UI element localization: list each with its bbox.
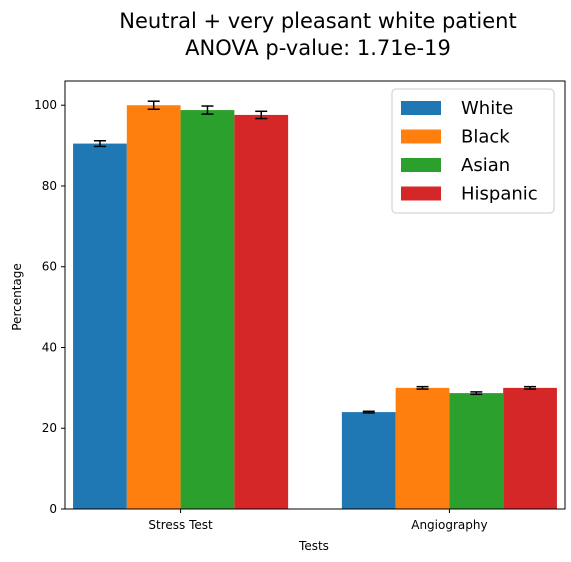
bar-white-stress-test bbox=[73, 143, 127, 509]
legend-frame bbox=[391, 88, 555, 214]
legend-label-black: Black bbox=[461, 127, 510, 148]
error-bar-asian-stress-test bbox=[201, 105, 214, 115]
chart-title: Neutral + very pleasant white patient bbox=[119, 9, 516, 33]
bar-white-angiography bbox=[341, 412, 396, 509]
bar-asian-stress-test bbox=[180, 110, 235, 509]
legend-swatch-white bbox=[401, 101, 441, 115]
legend-label-hispanic: Hispanic bbox=[461, 184, 538, 205]
legend-swatch-hispanic bbox=[401, 186, 441, 201]
legend: White Black Asian Hispanic bbox=[391, 88, 555, 214]
x-axis-label: Tests bbox=[298, 539, 329, 553]
error-bar-black-angiography bbox=[416, 385, 429, 390]
y-tick-label: 40 bbox=[42, 340, 57, 354]
y-tick-label: 80 bbox=[42, 179, 57, 193]
x-tick-label: Stress Test bbox=[148, 518, 213, 532]
legend-swatch-black bbox=[401, 129, 441, 144]
bar-black-angiography bbox=[395, 387, 450, 509]
bar-black-stress-test bbox=[126, 105, 181, 510]
bars-group bbox=[73, 105, 557, 510]
y-tick-label: 60 bbox=[42, 260, 57, 274]
error-bar-black-stress-test bbox=[147, 100, 160, 111]
error-bar-hispanic-angiography bbox=[524, 385, 537, 390]
error-bar-asian-angiography bbox=[470, 391, 483, 396]
x-axis: Stress Test Angiography bbox=[148, 509, 488, 532]
legend-label-asian: Asian bbox=[461, 155, 510, 176]
plot-frame bbox=[64, 80, 566, 510]
bar-hispanic-stress-test bbox=[234, 114, 289, 509]
bar-hispanic-angiography bbox=[503, 387, 557, 509]
bar-asian-angiography bbox=[449, 393, 504, 509]
x-tick-label: Angiography bbox=[411, 518, 487, 532]
error-bar-hispanic-stress-test bbox=[255, 110, 268, 120]
y-axis-label: Percentage bbox=[10, 263, 24, 331]
legend-swatch-asian bbox=[401, 158, 441, 172]
error-bar-white-angiography bbox=[362, 410, 375, 414]
error-bars-group bbox=[93, 100, 537, 414]
error-bar-white-stress-test bbox=[93, 140, 106, 148]
y-tick-label: 0 bbox=[49, 502, 57, 516]
y-tick-label: 100 bbox=[34, 98, 57, 112]
chart-subtitle: ANOVA p-value: 1.71e-19 bbox=[185, 36, 451, 60]
y-axis: 0 20 40 60 80 100 bbox=[34, 98, 65, 516]
legend-label-white: White bbox=[461, 98, 513, 119]
y-tick-label: 20 bbox=[42, 421, 57, 435]
